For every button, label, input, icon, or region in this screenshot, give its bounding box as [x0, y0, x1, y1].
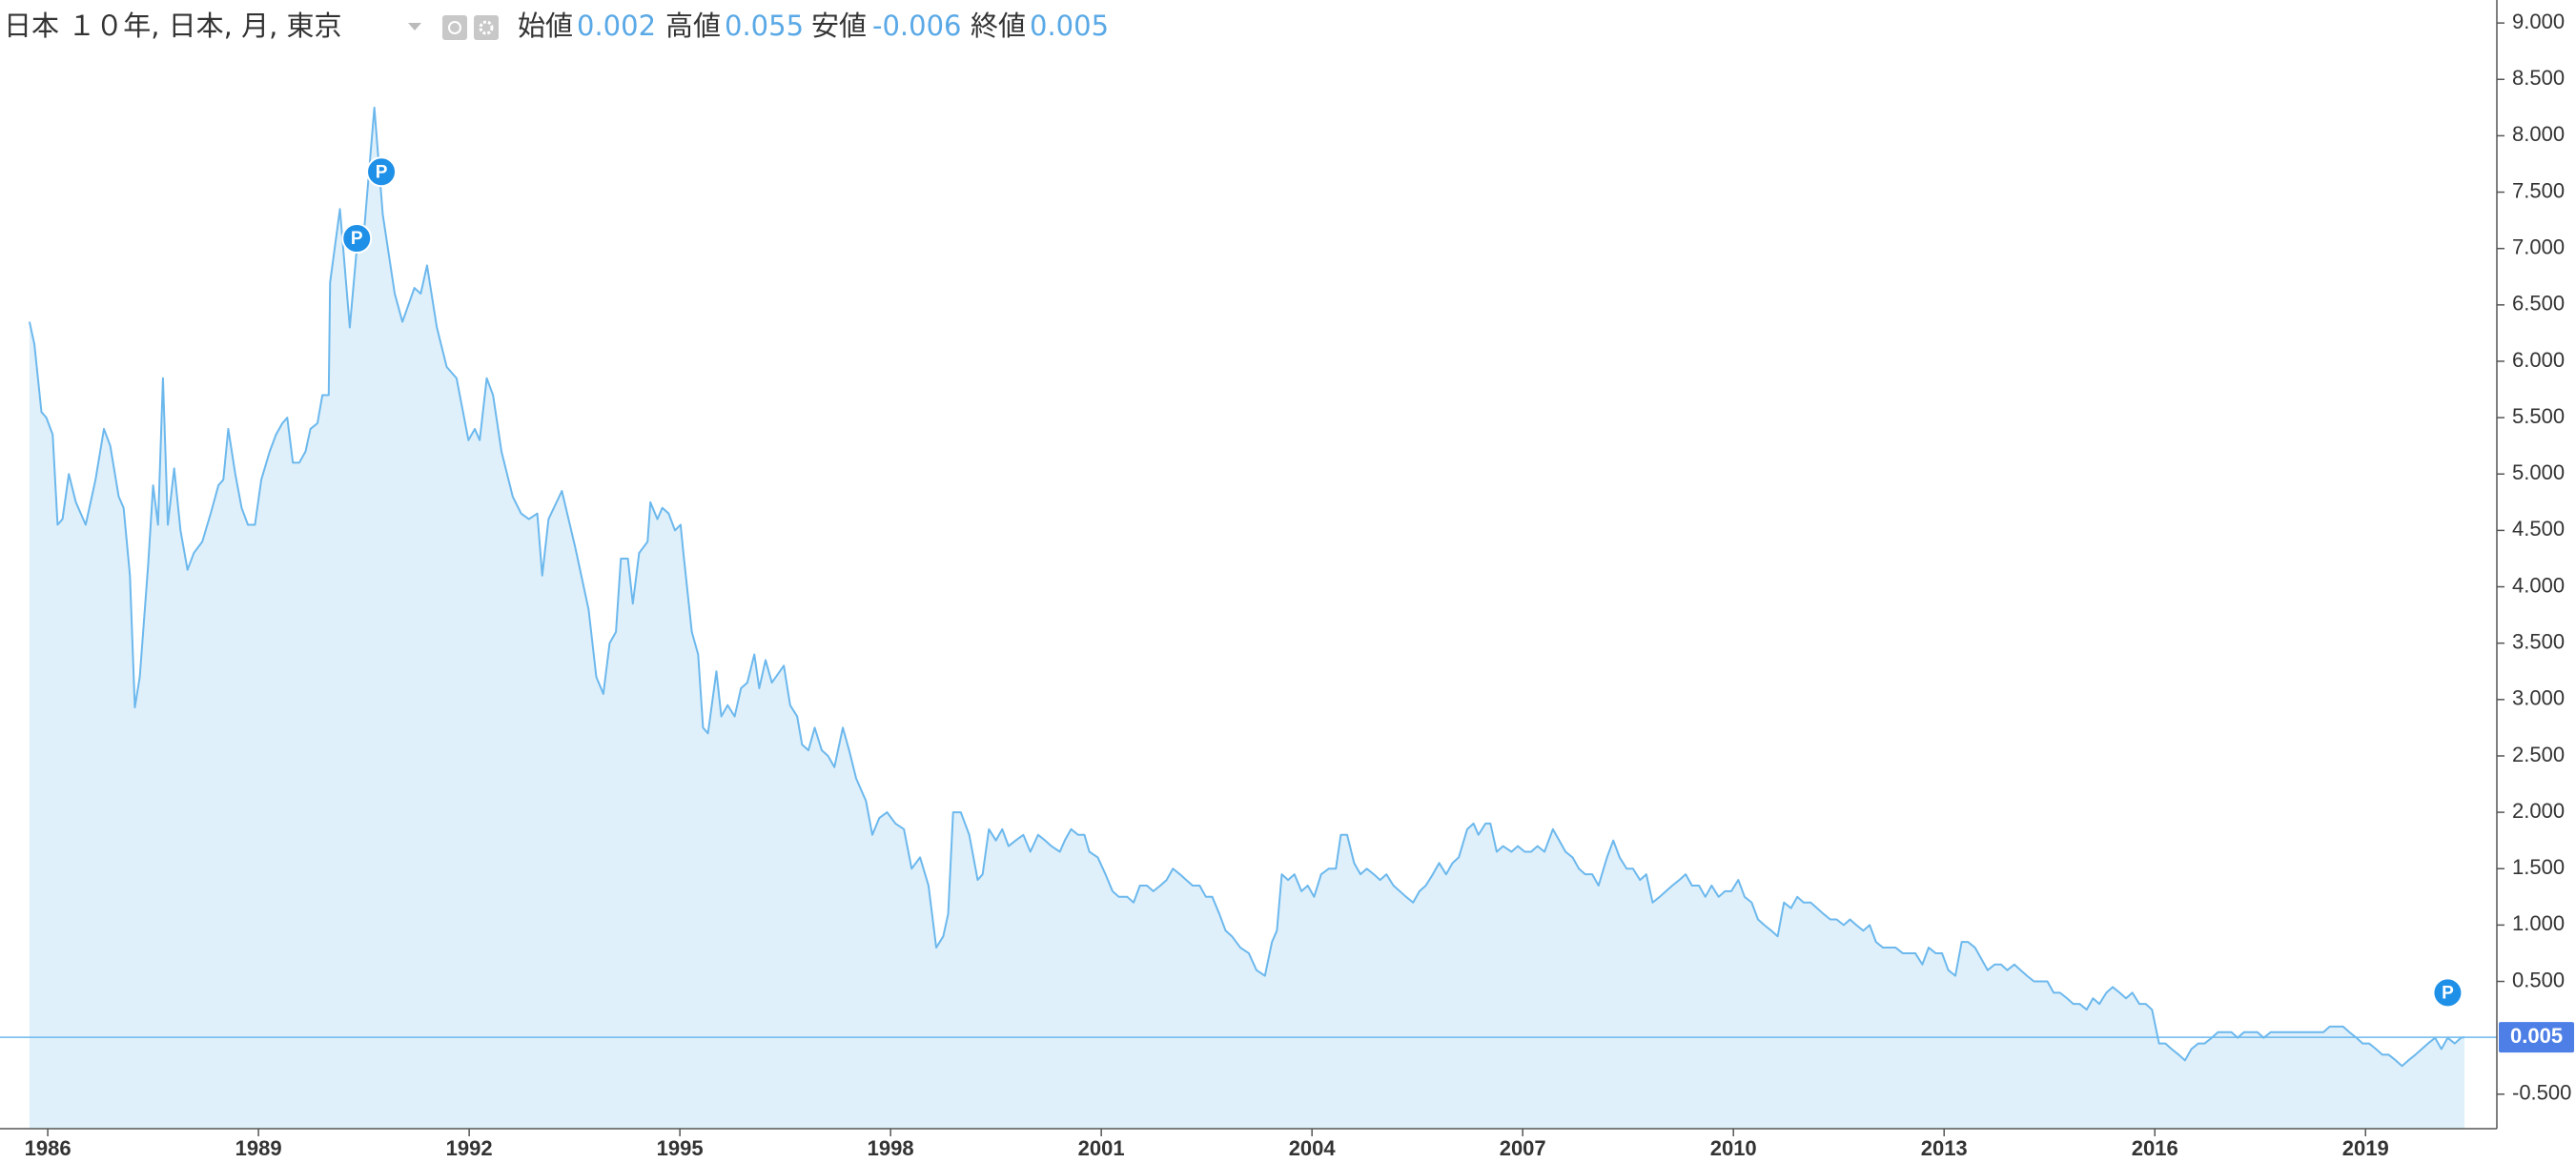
x-tick-label: 2013: [1921, 1136, 1968, 1160]
y-tick-label: 8.000: [2512, 122, 2565, 146]
marker-dot: [341, 223, 373, 255]
ohlc-label: 始値: [518, 10, 573, 42]
x-tick-label: 1986: [25, 1136, 72, 1160]
last-price-label: 0.005: [2510, 1024, 2563, 1048]
x-tick-label: 1989: [235, 1136, 282, 1160]
visibility-icon-glyph: [448, 21, 461, 34]
marker-label: P: [376, 162, 388, 182]
y-tick-label: 5.000: [2512, 460, 2565, 484]
x-tick-label: 2004: [1289, 1136, 1337, 1160]
ohlc-label: 安値: [811, 10, 867, 42]
dropdown-icon[interactable]: [408, 23, 421, 31]
y-tick-label: 2.500: [2512, 743, 2565, 766]
last-price-badge: [2499, 1022, 2574, 1053]
y-tick-label: 1.000: [2512, 911, 2565, 935]
marker[interactable]: P: [2432, 977, 2464, 1009]
x-tick-label: 1995: [657, 1136, 704, 1160]
area-fill: [29, 107, 2465, 1130]
settings-icon[interactable]: [474, 15, 499, 40]
y-tick-label: 4.000: [2512, 573, 2565, 597]
chart-title: 日本 １０年, 日本, 月, 東京: [4, 10, 342, 42]
y-tick-label: 9.000: [2512, 10, 2565, 33]
y-tick-label: 1.500: [2512, 855, 2565, 879]
settings-icon-glyph: [479, 20, 494, 35]
y-tick-label: 5.500: [2512, 404, 2565, 428]
plot-area: P P P: [0, 106, 2497, 1130]
price-line: [28, 106, 2465, 1068]
marker-dot: [366, 156, 398, 188]
marker-label: P: [351, 229, 363, 249]
ohlc-label: 終値: [971, 10, 1026, 42]
y-tick-label: 7.000: [2512, 235, 2565, 259]
y-tick-label: 4.500: [2512, 517, 2565, 541]
marker-dot: [2432, 977, 2464, 1009]
x-tick-label: 2007: [1500, 1136, 1546, 1160]
marker-label: P: [2442, 983, 2454, 1003]
y-tick-label: 6.000: [2512, 348, 2565, 372]
x-tick-label: 1992: [446, 1136, 493, 1160]
x-tick-label: 1998: [868, 1136, 914, 1160]
ohlc-label: 高値: [665, 10, 721, 42]
y-tick-label: 6.500: [2512, 292, 2565, 316]
x-tick-label: 2016: [2132, 1136, 2178, 1160]
y-tick-label: 7.500: [2512, 178, 2565, 202]
visibility-icon[interactable]: [442, 15, 467, 40]
ohlc-value: 0.055: [725, 10, 804, 42]
ohlc-value: 0.005: [1030, 10, 1109, 42]
legend-header: 日本 １０年, 日本, 月, 東京 始値 0.002 高値 0.055 安値 -…: [4, 10, 1109, 42]
y-tick-label: 3.000: [2512, 686, 2565, 710]
x-tick-label: 2010: [1710, 1136, 1757, 1160]
ohlc-value: -0.006: [872, 10, 962, 42]
ohlc-value: 0.002: [577, 10, 656, 42]
x-tick-label: 2001: [1078, 1136, 1125, 1160]
marker[interactable]: P: [341, 223, 373, 255]
y-tick-label: 3.500: [2512, 629, 2565, 653]
marker[interactable]: P: [366, 156, 398, 188]
y-tick-label: 0.500: [2512, 968, 2565, 991]
y-tick-label: -0.500: [2512, 1081, 2571, 1105]
y-tick-label: 8.500: [2512, 66, 2565, 90]
y-tick-label: 2.000: [2512, 799, 2565, 823]
x-tick-label: 2019: [2342, 1136, 2389, 1160]
